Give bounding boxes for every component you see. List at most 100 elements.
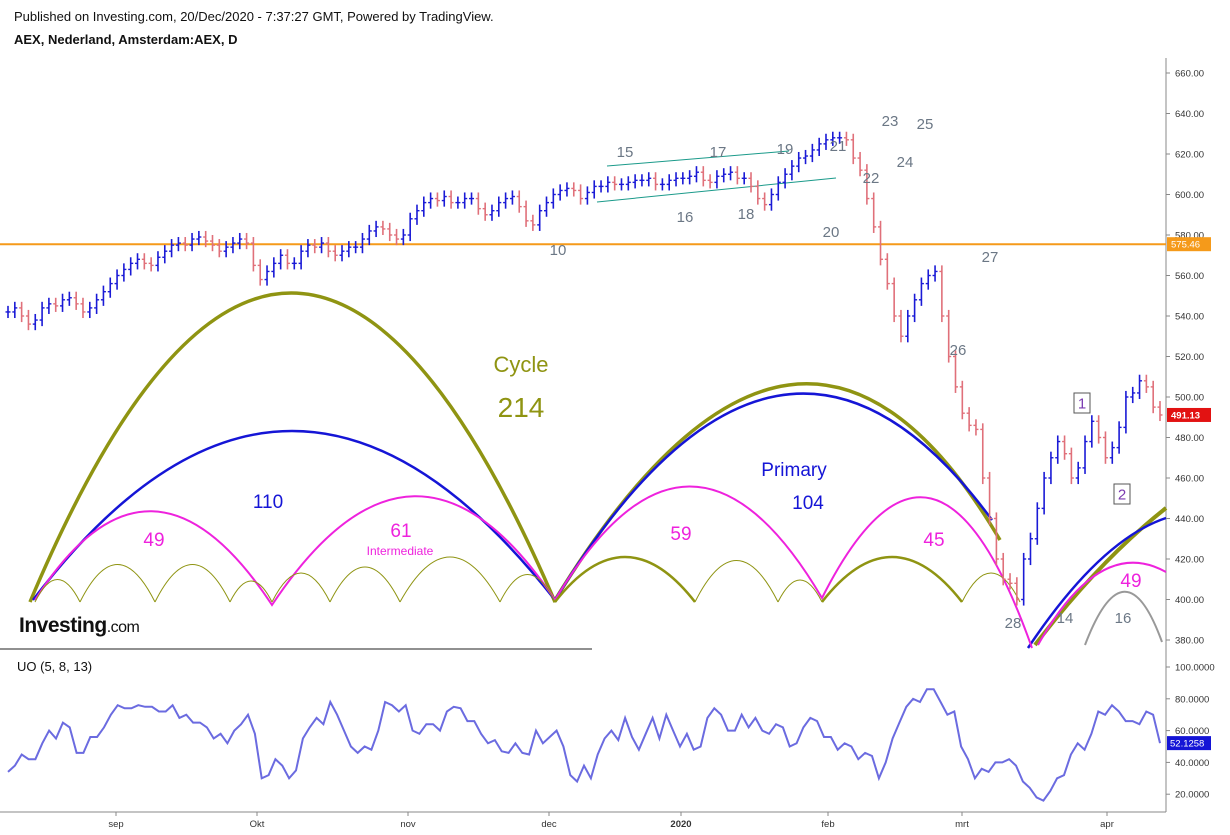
price-bar xyxy=(857,151,863,177)
price-bar xyxy=(837,131,843,144)
price-bar xyxy=(1027,532,1033,566)
wave-label: 14 xyxy=(1057,610,1074,627)
primary-length-label: 110 xyxy=(253,492,283,513)
small-cycle-arc xyxy=(34,579,81,603)
wave-label: 27 xyxy=(982,249,999,266)
wave-label: 18 xyxy=(738,206,755,223)
intermediate-length-label: 49 xyxy=(143,530,164,551)
price-bar xyxy=(141,253,147,270)
price-bar xyxy=(959,380,965,420)
price-bar xyxy=(53,297,59,312)
price-bar xyxy=(741,172,747,185)
price-bar xyxy=(564,182,570,197)
price-bar xyxy=(809,143,815,163)
price-bar xyxy=(305,239,311,258)
price-bar xyxy=(973,419,979,436)
wave-label: 10 xyxy=(550,242,567,259)
price-bar xyxy=(387,222,393,242)
price-bar xyxy=(462,192,468,209)
small-cycle-gray xyxy=(1084,590,1163,646)
small-cycle-arc xyxy=(399,556,501,603)
wave-label: 28 xyxy=(1005,615,1022,632)
intermediate-arc-next xyxy=(1037,561,1167,646)
price-bar xyxy=(455,196,461,209)
price-bar xyxy=(1007,573,1013,590)
price-bar xyxy=(46,297,52,314)
price-bar xyxy=(666,174,672,191)
cycle-arc-next xyxy=(1033,506,1168,647)
price-bar xyxy=(714,170,720,189)
small-cycle-arc xyxy=(79,564,156,603)
price-bar xyxy=(530,214,536,231)
price-bar xyxy=(748,172,754,193)
price-bar xyxy=(203,230,209,248)
price-bar xyxy=(516,190,522,213)
small-cycle-arc xyxy=(961,572,1021,603)
price-bar xyxy=(121,263,127,282)
price-bar xyxy=(789,160,795,181)
price-bar xyxy=(544,196,550,217)
price-bar xyxy=(843,131,849,146)
price-tick-label: 500.00 xyxy=(1175,393,1204,404)
primary-arc-next xyxy=(1026,516,1167,649)
price-bar xyxy=(918,277,924,306)
instrument-title: AEX, Nederland, Amsterdam:AEX, D xyxy=(14,32,238,47)
wave-label: 21 xyxy=(830,138,847,155)
small-cycle-arc xyxy=(229,580,273,603)
price-bar xyxy=(693,166,699,183)
uo-tick-label: 40.0000 xyxy=(1175,758,1209,769)
boxed-wave-label: 1 xyxy=(1078,396,1086,413)
small-cycle-arc xyxy=(271,572,331,603)
wave-label: 15 xyxy=(617,144,634,161)
price-bar xyxy=(407,212,413,242)
price-bar xyxy=(1021,552,1027,606)
price-bar xyxy=(1137,374,1143,400)
price-bar xyxy=(271,257,277,278)
price-bar xyxy=(864,164,870,205)
price-bar xyxy=(175,237,181,252)
price-bar xyxy=(209,235,215,252)
price-bar xyxy=(966,407,972,432)
cycle-length-label: 214 xyxy=(498,392,545,423)
price-bar xyxy=(1041,471,1047,515)
price-bar xyxy=(871,192,877,233)
price-bar xyxy=(359,232,365,254)
price-bar xyxy=(469,192,475,205)
price-bar xyxy=(441,190,447,207)
boxed-wave-frame xyxy=(1073,392,1091,414)
price-tick-label: 640.00 xyxy=(1175,109,1204,120)
price-bar xyxy=(932,265,938,282)
price-bar xyxy=(755,180,761,205)
price-bar xyxy=(1068,447,1074,485)
price-bar xyxy=(19,301,25,323)
price-tick-label: 540.00 xyxy=(1175,312,1204,323)
price-bar xyxy=(612,176,618,191)
uo-indicator-title: UO (5, 8, 13) xyxy=(17,659,93,674)
intermediate-arcs xyxy=(34,485,1033,649)
price-bar xyxy=(155,251,161,272)
price-bar xyxy=(653,172,659,191)
wave-label: 24 xyxy=(897,154,914,171)
price-bar xyxy=(373,220,379,238)
price-bar xyxy=(25,309,31,331)
price-bar xyxy=(673,172,679,187)
price-bar xyxy=(1055,435,1061,464)
price-bar xyxy=(584,186,590,205)
price-bar xyxy=(339,245,345,262)
price-bar xyxy=(237,232,243,250)
price-bar xyxy=(60,293,66,312)
wave-label: 26 xyxy=(950,342,967,359)
price-bar xyxy=(557,184,563,201)
price-bar xyxy=(680,172,686,185)
wave-label: 25 xyxy=(917,116,934,133)
price-tick-label: 400.00 xyxy=(1175,595,1204,606)
channel-upper-line xyxy=(606,150,790,167)
price-tick-label: 520.00 xyxy=(1175,352,1204,363)
price-bar xyxy=(291,257,297,270)
price-bar xyxy=(496,196,502,217)
price-bar xyxy=(816,137,822,157)
price-bar xyxy=(537,204,543,231)
price-tick-label: 580.00 xyxy=(1175,231,1204,242)
price-bar xyxy=(325,237,331,258)
